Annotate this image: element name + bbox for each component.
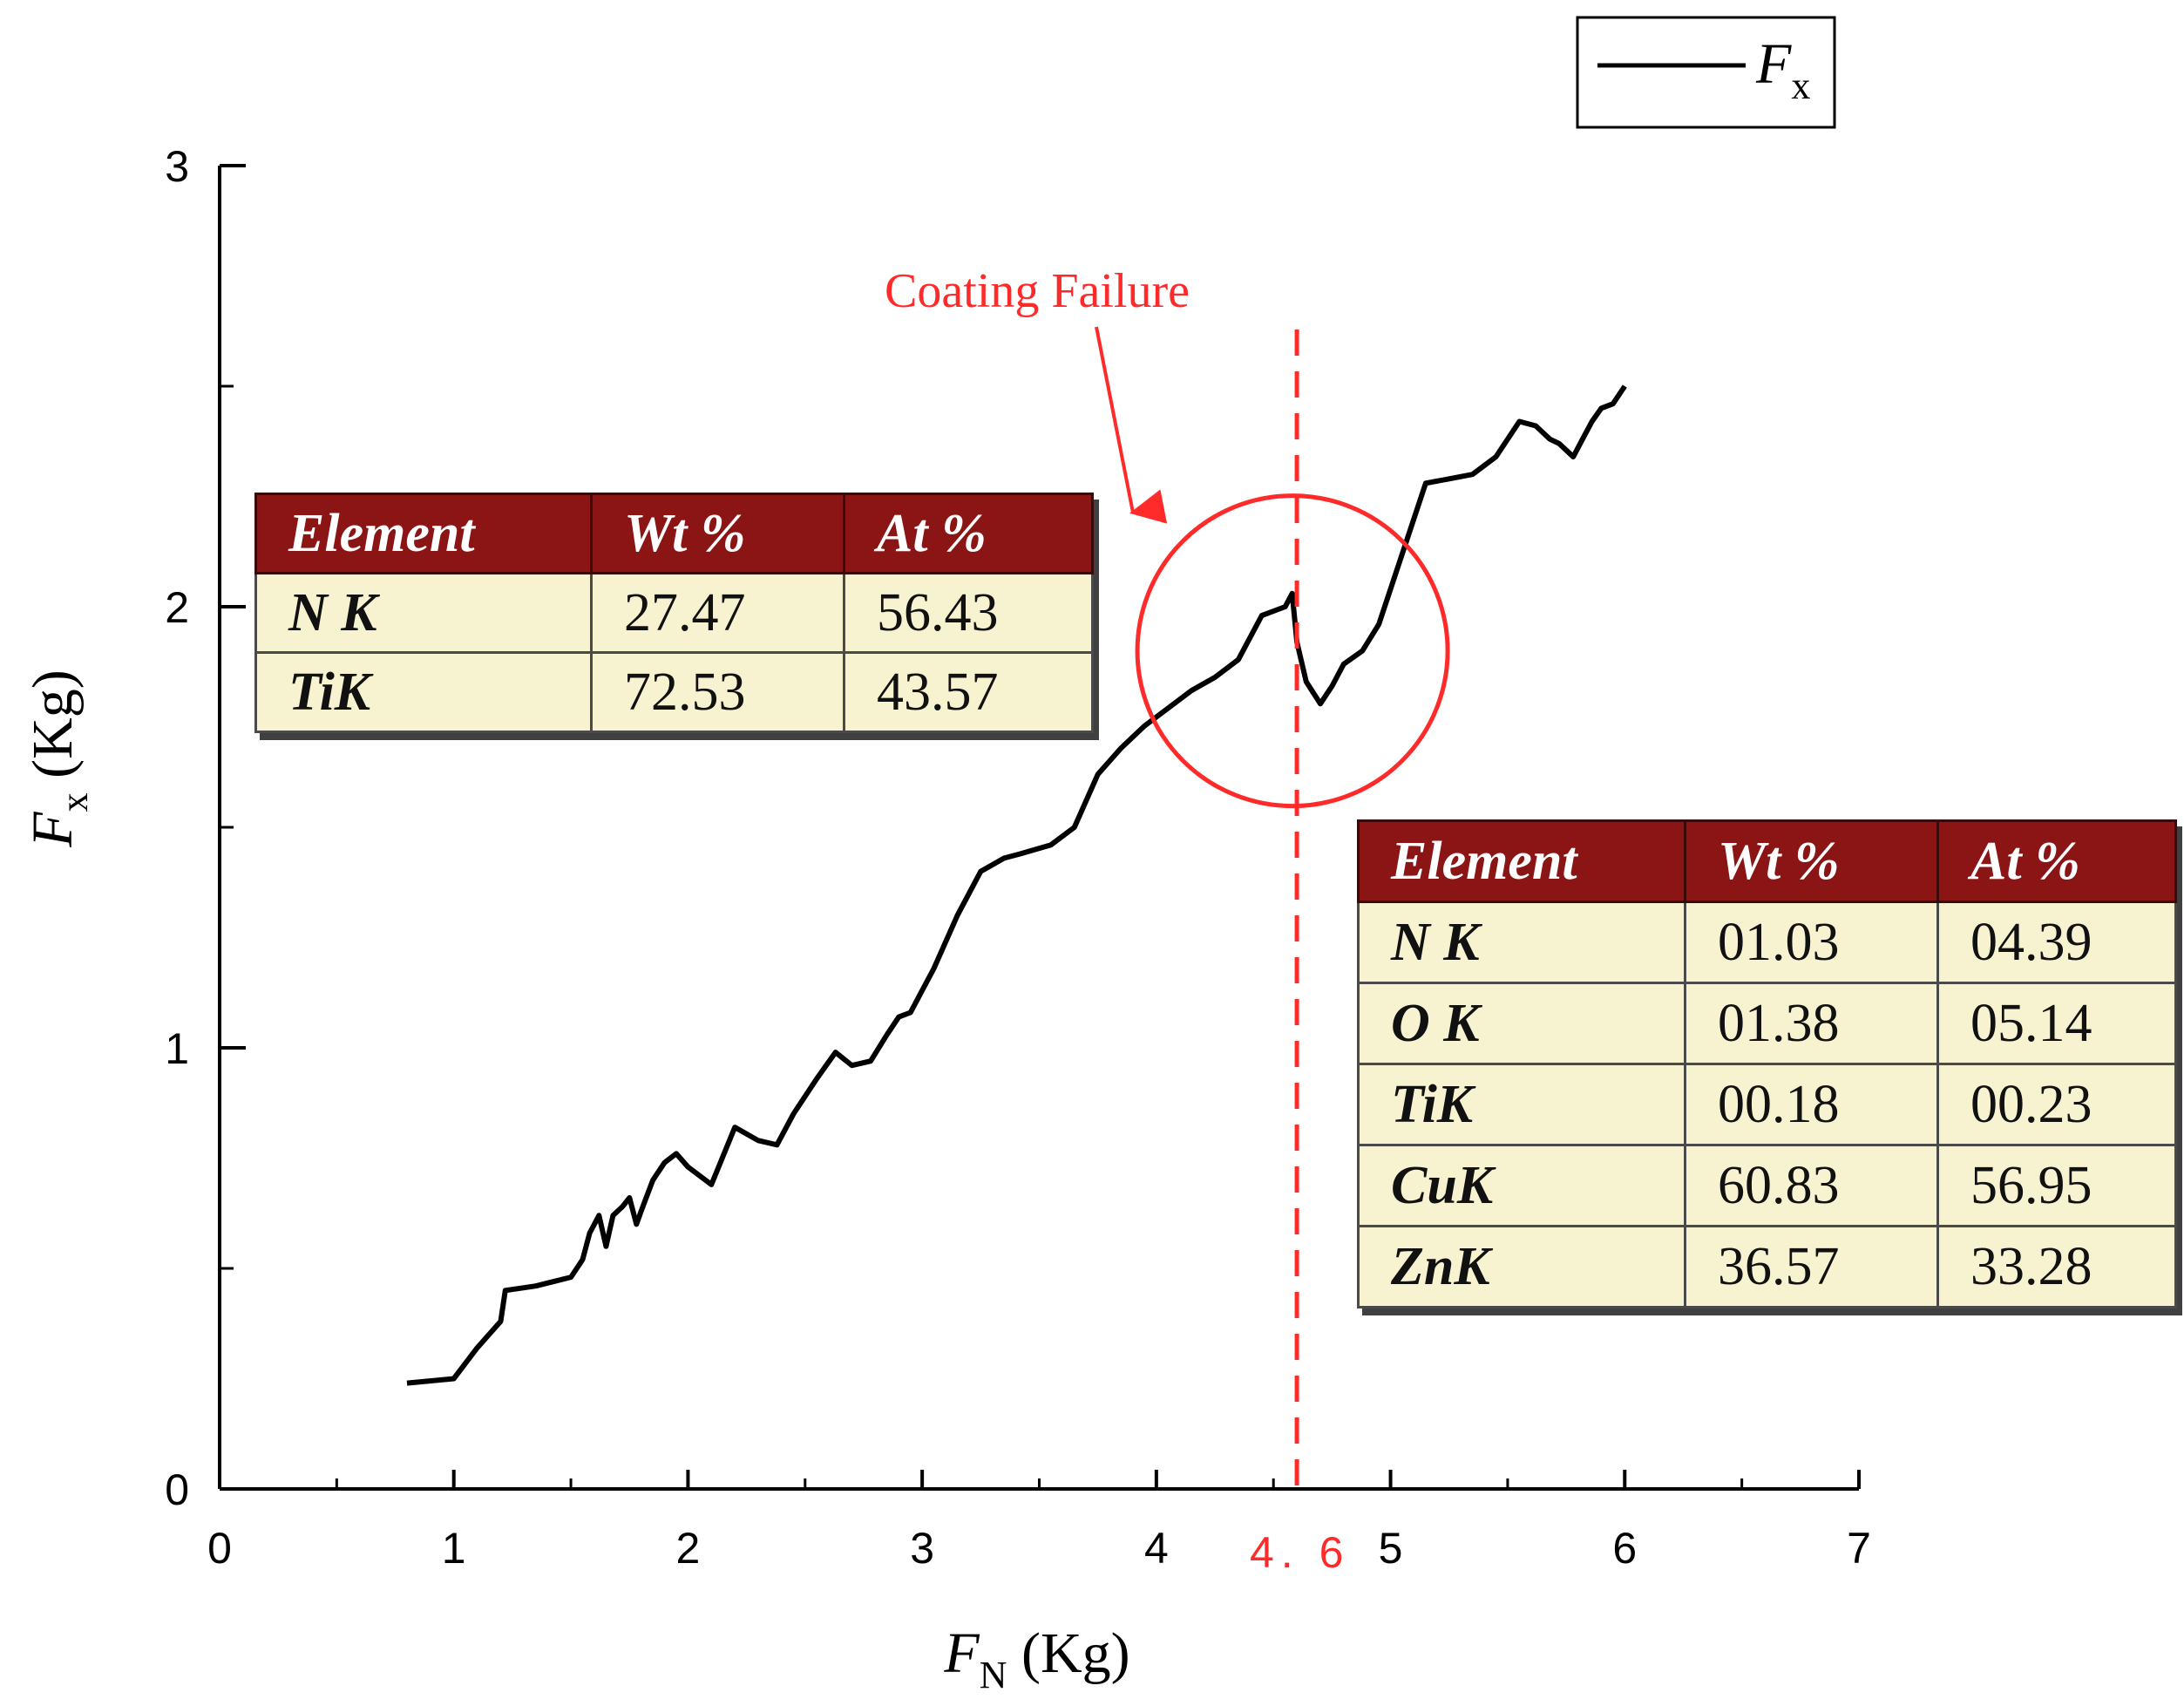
x-tick-label: 4 [1144, 1524, 1169, 1573]
wt-cell: 60.83 [1684, 1144, 1939, 1227]
table-row: N K 27.47 56.43 [254, 572, 1094, 654]
legend: Fx [1576, 16, 1836, 129]
failure-circle [1135, 493, 1450, 809]
table-row: CuK 60.83 56.95 [1357, 1144, 2177, 1227]
x-tick-label: 0 [207, 1524, 232, 1573]
wt-cell: 72.53 [590, 651, 845, 733]
legend-box [1576, 16, 1836, 129]
y-tick-label: 0 [165, 1465, 189, 1514]
x-tick-label: 1 [442, 1524, 466, 1573]
wt-cell: 27.47 [590, 572, 845, 654]
x-tick-label: 2 [676, 1524, 701, 1573]
element-cell: O K [1357, 982, 1686, 1065]
element-cell: N K [1357, 901, 1686, 984]
at-cell: 43.57 [843, 651, 1094, 733]
element-cell: N K [254, 572, 593, 654]
header-wt: Wt % [1684, 819, 1939, 903]
at-cell: 00.23 [1936, 1063, 2177, 1146]
x-tick-label: 5 [1379, 1524, 1403, 1573]
header-at: At % [1936, 819, 2177, 903]
series-layer [406, 384, 1627, 1386]
table-row: N K 01.03 04.39 [1357, 901, 2177, 984]
at-cell: 56.43 [843, 572, 1094, 654]
table-row: O K 01.38 05.14 [1357, 982, 2177, 1065]
failure-x-label: 4. 6 [1250, 1528, 1350, 1577]
element-cell: TiK [254, 651, 593, 733]
axis-ticks: 0 1 2 3 4 5 6 7 0 1 2 3 [165, 142, 1871, 1573]
series-line-fx [406, 384, 1627, 1386]
wt-cell: 36.57 [1684, 1225, 1939, 1308]
y-axis-title: Fx (Kg) [21, 669, 96, 847]
wt-cell: 01.03 [1684, 901, 1939, 984]
header-at: At % [843, 493, 1094, 574]
y-tick-label: 1 [165, 1024, 189, 1073]
wt-cell: 01.38 [1684, 982, 1939, 1065]
header-wt: Wt % [590, 493, 845, 574]
x-tick-label: 6 [1612, 1524, 1637, 1573]
x-axis-title: FN (Kg) [943, 1621, 1129, 1696]
wt-cell: 00.18 [1684, 1063, 1939, 1146]
at-cell: 33.28 [1936, 1225, 2177, 1308]
element-cell: ZnK [1357, 1225, 1686, 1308]
at-cell: 56.95 [1936, 1144, 2177, 1227]
failure-arrow [1095, 326, 1168, 524]
legend-label: Fx [1755, 32, 1810, 107]
at-cell: 05.14 [1936, 982, 2177, 1065]
annotation-layer [1095, 326, 1450, 1489]
element-cell: TiK [1357, 1063, 1686, 1146]
coating-failure-label: Coating Failure [885, 264, 1190, 318]
table-header-row: Element Wt % At % [1357, 819, 2177, 903]
x-tick-label: 7 [1847, 1524, 1871, 1573]
y-tick-label: 2 [165, 583, 189, 632]
table-row: TiK 72.53 43.57 [254, 651, 1094, 733]
at-cell: 04.39 [1936, 901, 2177, 984]
y-tick-label: 3 [165, 142, 189, 191]
table-row: ZnK 36.57 33.28 [1357, 1225, 2177, 1308]
element-cell: CuK [1357, 1144, 1686, 1227]
table-header-row: Element Wt % At % [254, 493, 1094, 574]
header-element: Element [254, 493, 593, 574]
header-element: Element [1357, 819, 1686, 903]
x-tick-label: 3 [910, 1524, 934, 1573]
eds-table-substrate: Element Wt % At % N K 01.03 04.39 O K 01… [1357, 819, 2177, 1308]
table-row: TiK 00.18 00.23 [1357, 1063, 2177, 1146]
eds-table-coating: Element Wt % At % N K 27.47 56.43 TiK 72… [254, 493, 1094, 733]
